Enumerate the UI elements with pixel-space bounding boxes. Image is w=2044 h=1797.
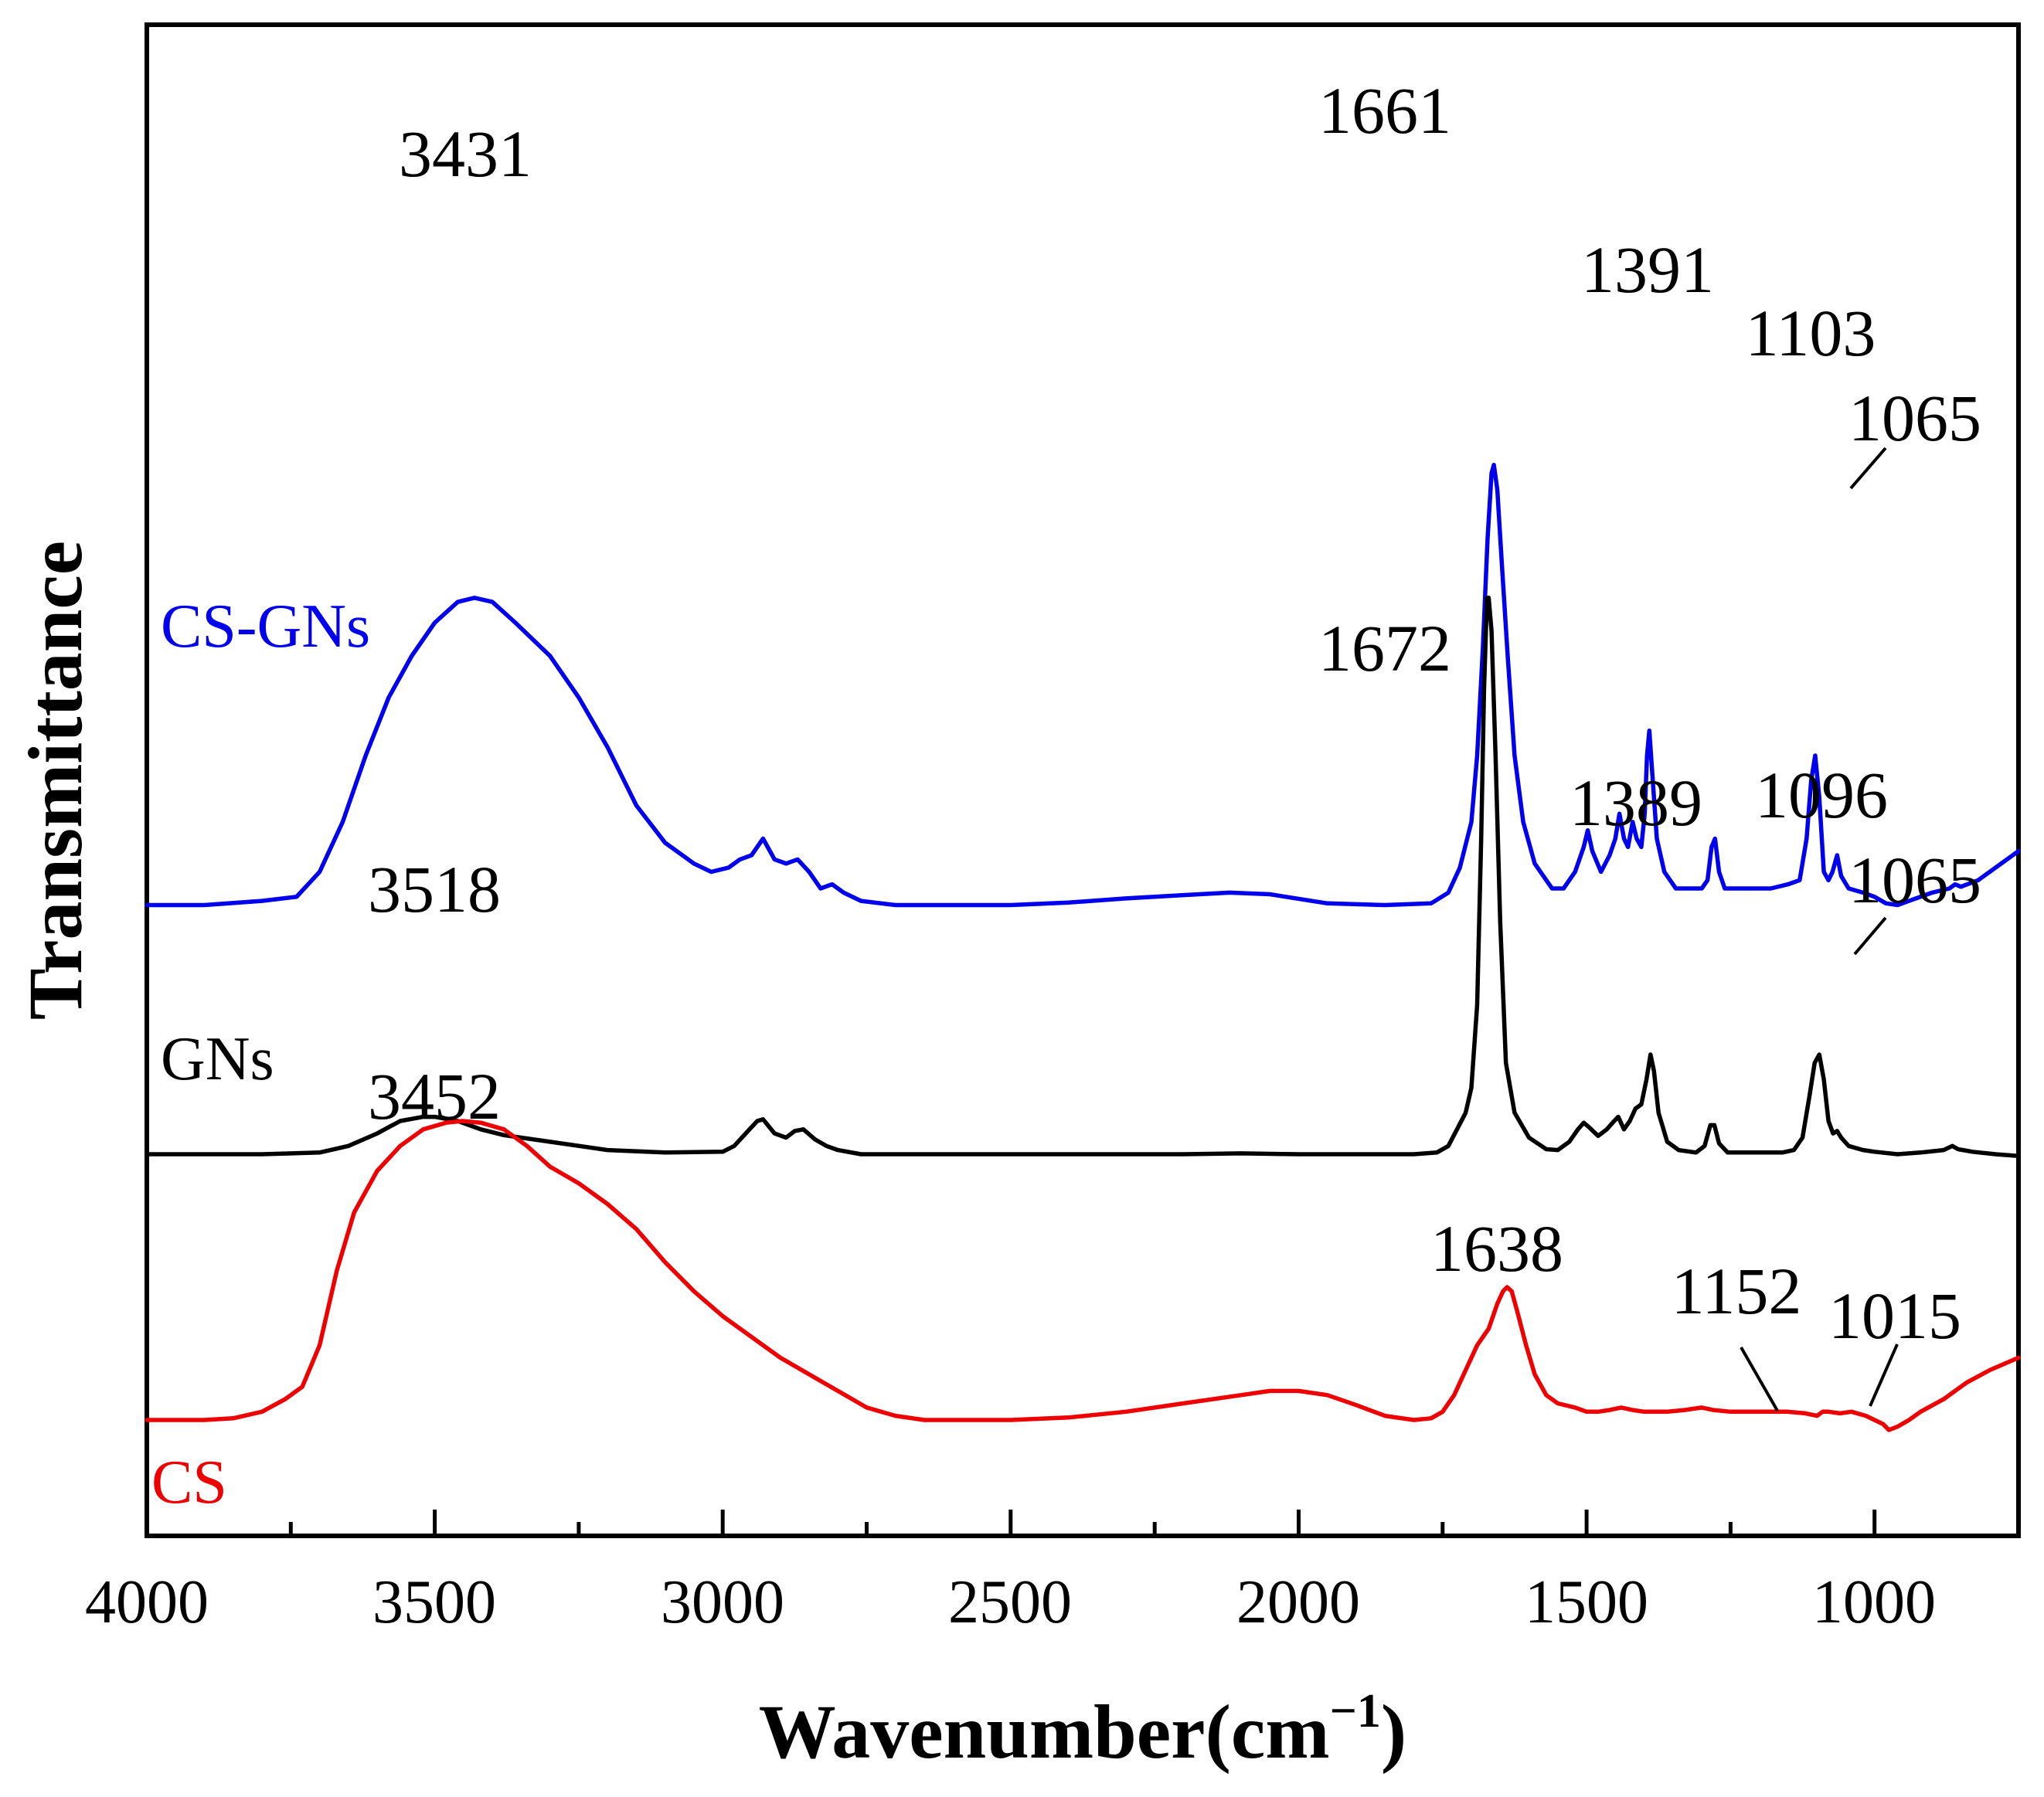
peak-label-cs-1015: 1015 [1828, 1279, 1961, 1353]
peak-label-cs-1638: 1638 [1430, 1211, 1563, 1286]
peak-label-csgns-3431: 3431 [399, 117, 532, 191]
peak-label-csgns-1661: 1661 [1318, 73, 1451, 148]
leader-line-cs-1015 [1869, 1344, 1899, 1407]
peak-label-gns-1389: 1389 [1570, 766, 1702, 840]
series-label-gns: GNs [161, 1025, 274, 1093]
peak-label-csgns-1103: 1103 [1746, 296, 1876, 370]
peak-label-gns-3518: 3518 [368, 852, 501, 926]
x-tick-label-3500: 3500 [372, 1568, 496, 1636]
leader-line-cs-1152 [1740, 1347, 1779, 1411]
series-line-gns [145, 596, 2021, 1158]
plot-frame [145, 22, 2021, 1538]
series-label-cs: CS [151, 1449, 227, 1517]
x-axis-title: Wavenumber(cm−1) [759, 1685, 1406, 1775]
x-tick-label-2000: 2000 [1236, 1568, 1360, 1636]
x-tick-label-1500: 1500 [1525, 1568, 1648, 1636]
x-axis-title-superscript: −1 [1330, 1685, 1381, 1738]
peak-label-cs-3452: 3452 [368, 1059, 501, 1133]
x-tick-label-1000: 1000 [1812, 1568, 1936, 1636]
peak-label-cs-1152: 1152 [1672, 1254, 1802, 1328]
x-tick-label-4000: 4000 [85, 1568, 209, 1636]
leader-line-csgns-1065 [1849, 447, 1887, 490]
peak-label-gns-1065: 1065 [1848, 843, 1981, 917]
peak-label-gns-1672: 1672 [1318, 611, 1451, 685]
series-line-csgns [145, 463, 2021, 908]
peak-label-csgns-1391: 1391 [1581, 233, 1714, 307]
x-tick-label-3000: 3000 [661, 1568, 784, 1636]
x-tick-label-2500: 2500 [948, 1568, 1072, 1636]
x-axis-title-main: Wavenumber(cm [759, 1689, 1330, 1775]
peak-label-gns-1096: 1096 [1755, 758, 1888, 832]
series-label-csgns: CS-GNs [161, 593, 370, 661]
x-axis-ticks [145, 1510, 1877, 1536]
series-layer [145, 463, 2021, 1432]
peak-leader-lines [1740, 447, 1899, 1411]
peak-label-csgns-1065: 1065 [1848, 381, 1981, 455]
x-axis-title-close: ) [1381, 1689, 1406, 1775]
leader-line-gns-1065 [1853, 916, 1887, 956]
series-line-cs [145, 1119, 2021, 1432]
y-axis-title: Transmittance [12, 541, 98, 1020]
